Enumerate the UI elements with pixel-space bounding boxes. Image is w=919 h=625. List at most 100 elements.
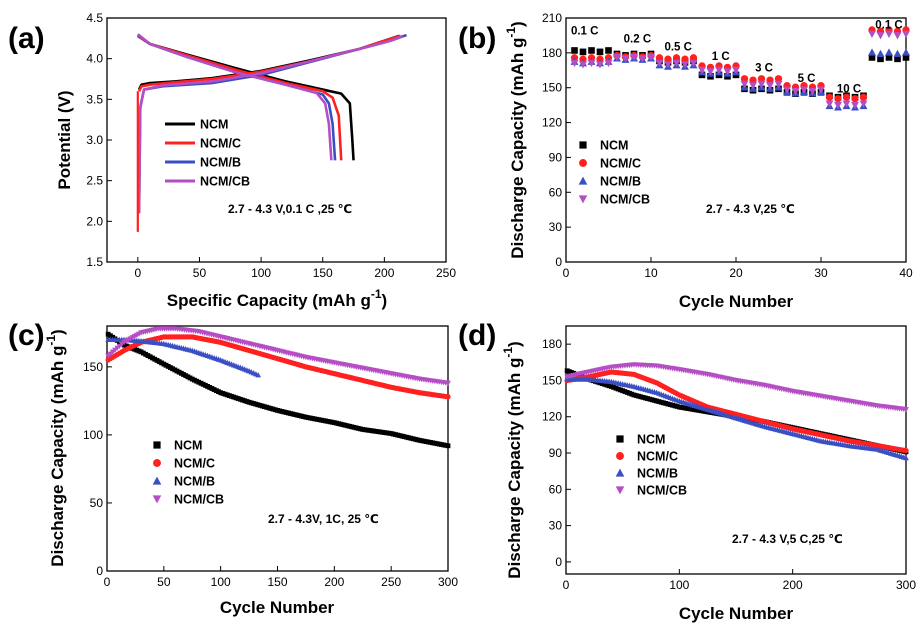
point-ncm-cb	[647, 54, 655, 62]
y-tick-label-a: 2.5	[86, 174, 103, 188]
annotation-d: 2.7 - 4.3 V,5 C,25 ℃	[732, 532, 843, 546]
legend-marker-ncm	[153, 441, 161, 449]
y-axis-title-c: Discharge Capacity (mAh g-1)	[44, 329, 67, 566]
annotation-c: 2.7 - 4.3V, 1C, 25 ℃	[268, 512, 379, 526]
y-tick-label-c: 150	[83, 360, 103, 374]
legend-marker-ncm-cb	[152, 495, 162, 504]
legend-label-ncm-cb: NCM/CB	[174, 493, 224, 507]
point-ncm-cb	[570, 59, 579, 68]
legend-label-ncm-cb: NCM/CB	[600, 193, 650, 207]
y-tick-label-b: 120	[542, 116, 562, 130]
legend-label-ncm-c: NCM/C	[174, 457, 215, 471]
x-axis-title-a-end: )	[382, 291, 388, 310]
point-ncm-c	[825, 93, 834, 101]
legend-label-ncm-c: NCM/C	[637, 450, 678, 464]
x-tick-label-b: 20	[729, 266, 743, 280]
point-ncm-c	[834, 95, 842, 103]
rate-label-0: 0.1 C	[571, 25, 599, 37]
x-axis-title-c: Cycle Number	[220, 598, 335, 617]
y-axis-title-d: Discharge Capacity (mAh g-1)	[501, 341, 524, 578]
legend-marker-ncm-b	[152, 476, 162, 485]
point-ncm	[605, 47, 612, 54]
point-ncm-cb	[715, 66, 723, 75]
rate-label-7: 0.1 C	[875, 19, 903, 31]
point-ncm-b	[885, 48, 893, 56]
legend-marker-ncm-b	[578, 176, 588, 185]
point-ncm	[445, 443, 451, 449]
legend-marker-ncm-c	[616, 452, 624, 460]
point-ncm-cb	[698, 66, 706, 75]
point-ncm-cb	[903, 407, 909, 413]
point-ncm-cb	[791, 87, 800, 96]
y-tick-label-a: 4.5	[86, 11, 103, 25]
legend-label-ncm-cb: NCM/CB	[200, 175, 250, 189]
point-ncm-cb	[783, 86, 791, 94]
y-axis-title-b: Discharge Capacity (mAh g-1)	[504, 21, 527, 258]
point-ncm-cb	[885, 30, 893, 39]
panel-a: (a) 0 50 100 150 200 250 1.5 2.0 2.5 3.0 3.5 4.0 4.5…	[8, 11, 456, 310]
point-ncm-c	[672, 54, 681, 62]
y-tick-label-c: 0	[96, 564, 103, 578]
point-ncm-cb	[579, 61, 587, 69]
rate-label-3: 1 C	[712, 51, 730, 63]
point-ncm-cb	[834, 101, 842, 110]
panel-b: (b) 0 10 20 30 40 0 30 60 90 120 150 180 210 NCM NCM/…	[458, 11, 913, 311]
point-ncm-cb	[587, 59, 596, 68]
y-axis-title-d-sup: -1	[501, 347, 515, 358]
y-tick-label-d: 180	[542, 337, 562, 351]
point-ncm-c	[655, 54, 664, 62]
y-axis-title-c-end: )	[48, 329, 67, 335]
point-ncm-c	[681, 55, 689, 63]
panel-c: (c) 0 50 100 150 200 250 300 0 50 100 150 NCM NCM/C…	[8, 319, 458, 617]
legend-label-ncm-c: NCM/C	[200, 137, 241, 151]
point-ncm-cb	[596, 61, 604, 69]
point-ncm-cb	[893, 32, 902, 40]
point-ncm	[588, 47, 595, 54]
y-tick-label-c: 100	[83, 428, 103, 442]
y-axis-title-b-end: )	[508, 21, 527, 27]
x-tick-label-d: 0	[563, 578, 570, 592]
legend-label-ncm: NCM	[637, 433, 665, 447]
point-ncm-cb	[876, 32, 885, 40]
point-ncm-c	[774, 75, 783, 83]
y-tick-label-a: 3.0	[86, 133, 103, 147]
point-ncm-cb	[706, 68, 715, 76]
y-tick-label-d: 90	[549, 446, 563, 460]
point-ncm-cb	[766, 82, 774, 90]
x-tick-label-c: 250	[381, 575, 401, 589]
legend-label-ncm-c: NCM/C	[600, 157, 641, 171]
x-tick-label-b: 30	[814, 266, 828, 280]
x-tick-label-d: 200	[783, 578, 803, 592]
point-ncm-b	[903, 454, 909, 461]
legend-label-ncm-b: NCM/B	[174, 475, 215, 489]
point-ncm	[868, 54, 876, 61]
rate-label-1: 0.2 C	[624, 33, 652, 45]
x-axis-title-a: Specific Capacity (mAh g-1)	[167, 287, 387, 310]
point-ncm-b	[868, 48, 876, 56]
point-ncm-c	[445, 394, 451, 400]
rate-label-6: 10 C	[837, 83, 861, 95]
plot-frame-a	[106, 17, 447, 263]
y-tick-label-b: 60	[549, 185, 563, 199]
point-ncm	[877, 55, 884, 63]
point-ncm-b	[902, 48, 910, 56]
x-tick-label-c: 200	[324, 575, 344, 589]
legend-marker-ncm-cb	[578, 195, 588, 204]
point-ncm-cb	[757, 80, 766, 89]
point-ncm-c	[749, 76, 757, 84]
panel-label-d: (d)	[458, 319, 496, 352]
y-tick-label-d: 0	[555, 555, 562, 569]
point-ncm-cb	[902, 30, 910, 39]
point-ncm-cb	[621, 55, 630, 63]
point-ncm-cb	[604, 59, 613, 68]
point-ncm-cb	[859, 100, 868, 108]
point-ncm-cb	[689, 59, 698, 68]
point-ncm-cb	[681, 61, 689, 69]
point-ncm-cb	[842, 100, 851, 108]
point-ncm-cb	[825, 100, 834, 108]
point-ncm-cb	[655, 59, 664, 68]
x-tick-label-a: 100	[251, 266, 271, 280]
y-tick-label-b: 90	[549, 150, 563, 164]
point-ncm-cb	[664, 61, 672, 69]
point-ncm-c	[851, 95, 859, 103]
